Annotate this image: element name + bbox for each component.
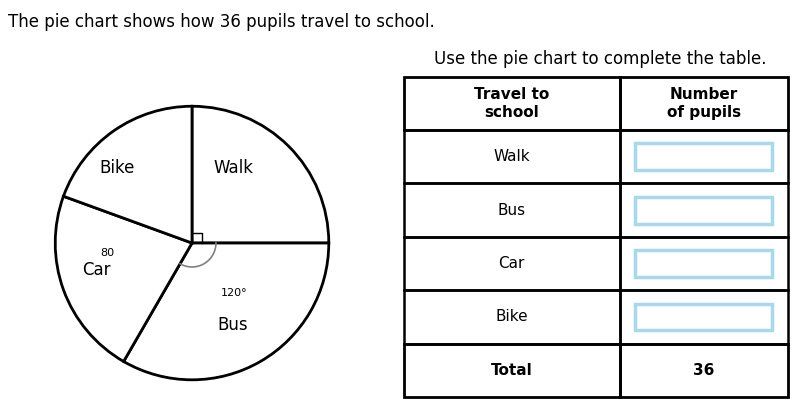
Wedge shape (192, 106, 329, 243)
Bar (619, 344, 788, 397)
Text: 120°: 120° (221, 289, 248, 299)
Bar (404, 290, 619, 344)
Bar (635, 197, 773, 224)
Bar (635, 250, 773, 277)
Text: Bus: Bus (218, 316, 248, 334)
Bar (635, 143, 773, 170)
Bar (404, 344, 619, 397)
Bar (619, 77, 788, 130)
Text: Travel to
school: Travel to school (474, 87, 550, 120)
Text: Walk: Walk (494, 149, 530, 164)
Wedge shape (63, 106, 192, 243)
Text: Bike: Bike (495, 309, 528, 324)
Wedge shape (124, 243, 329, 380)
Text: 36: 36 (693, 363, 714, 378)
Text: Car: Car (498, 256, 525, 271)
Bar (635, 304, 773, 330)
Text: Total: Total (491, 363, 533, 378)
Bar (404, 237, 619, 290)
Text: The pie chart shows how 36 pupils travel to school.: The pie chart shows how 36 pupils travel… (8, 13, 434, 30)
Bar (619, 130, 788, 183)
Bar (404, 183, 619, 237)
Wedge shape (55, 196, 192, 362)
Text: 80: 80 (100, 248, 114, 258)
Text: Use the pie chart to complete the table.: Use the pie chart to complete the table. (434, 50, 766, 68)
Bar (404, 130, 619, 183)
Bar (619, 183, 788, 237)
Text: Bus: Bus (498, 203, 526, 218)
Text: Number
of pupils: Number of pupils (666, 87, 741, 120)
Text: Car: Car (82, 261, 110, 279)
Bar (619, 290, 788, 344)
Text: Bike: Bike (99, 159, 134, 177)
Bar (404, 77, 619, 130)
Text: Walk: Walk (213, 159, 253, 177)
Bar (619, 237, 788, 290)
